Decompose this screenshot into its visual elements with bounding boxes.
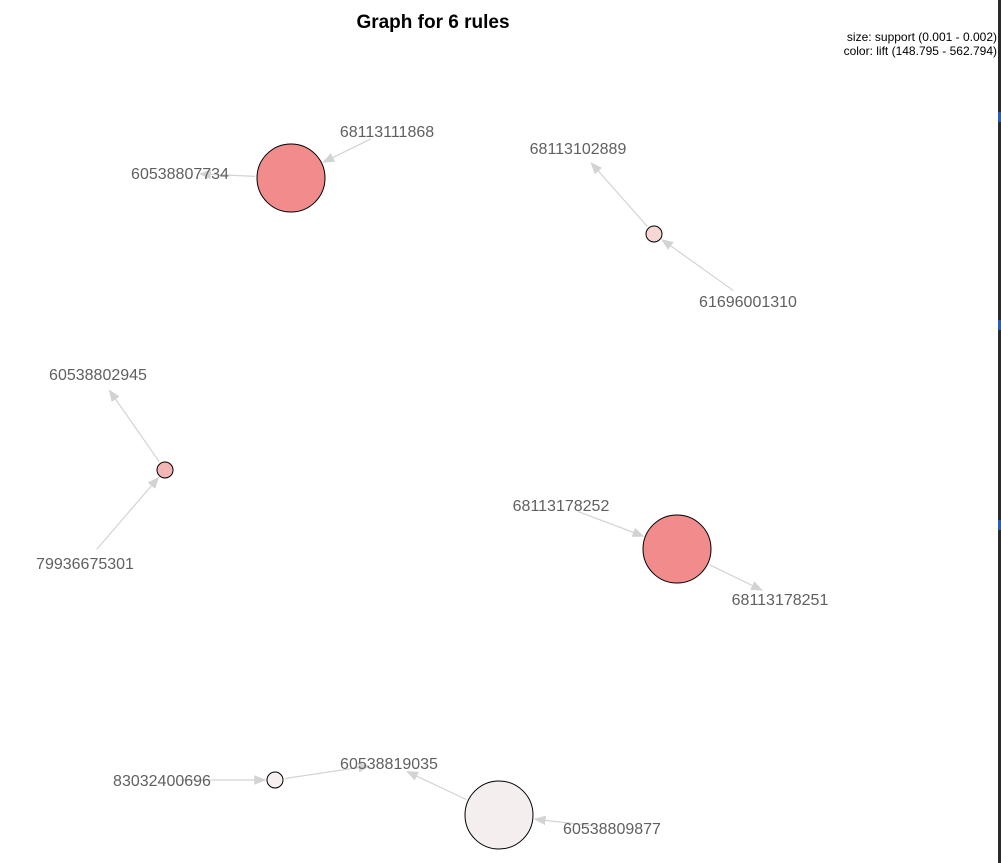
edge-layer [96,138,764,827]
edge-rhs-r1 [198,169,256,180]
item-label-60538809877[interactable]: 60538809877 [563,821,661,838]
rule-node-r3[interactable] [156,461,174,479]
graph-title: Graph for 6 rules [356,12,510,33]
edge-rhs-r5 [284,762,371,780]
edge-lhs-r2 [661,239,734,292]
border-marker [998,320,1001,330]
rule-node-r6[interactable] [464,780,534,850]
border-marker [998,112,1001,122]
item-label-68113102889[interactable]: 68113102889 [530,141,627,158]
label-layer: 68113111868 60538807734 68113102889 6169600… [36,124,828,838]
item-label-61696001310[interactable]: 61696001310 [699,294,797,311]
item-label-60538819035[interactable]: 60538819035 [340,756,438,773]
edge-lhs-r1 [322,138,372,163]
item-label-79936675301[interactable]: 79936675301 [36,556,134,573]
item-label-83032400696[interactable]: 83032400696 [113,773,211,790]
border-marker [998,520,1001,530]
legend: size: support (0.001 - 0.002) color: lif… [844,30,997,58]
edge-lhs-r4 [577,510,645,537]
legend-color: color: lift (148.795 - 562.794) [843,44,997,58]
edge-rhs-r4 [709,564,764,591]
legend-size: size: support (0.001 - 0.002) [846,30,997,44]
item-label-60538802945[interactable]: 60538802945 [49,367,147,384]
item-label-68113111868[interactable]: 68113111868 [340,124,434,141]
rule-node-r5[interactable] [266,771,284,789]
rule-node-r2[interactable] [645,225,663,243]
rule-node-r1[interactable] [256,143,326,213]
edge-rhs-r3 [108,389,160,463]
item-label-60538807734[interactable]: 60538807734 [131,166,229,183]
edge-lhs-r3 [96,476,160,550]
item-label-68113178252[interactable]: 68113178252 [513,498,610,515]
item-label-68113178251[interactable]: 68113178251 [732,592,829,609]
rule-node-r4[interactable] [642,514,712,584]
node-layer [156,143,712,850]
edge-rhs-r2 [590,162,648,227]
edge-rhs-r6 [405,771,467,801]
plot-border [998,0,1001,863]
edge-lhs-r6 [533,815,595,827]
